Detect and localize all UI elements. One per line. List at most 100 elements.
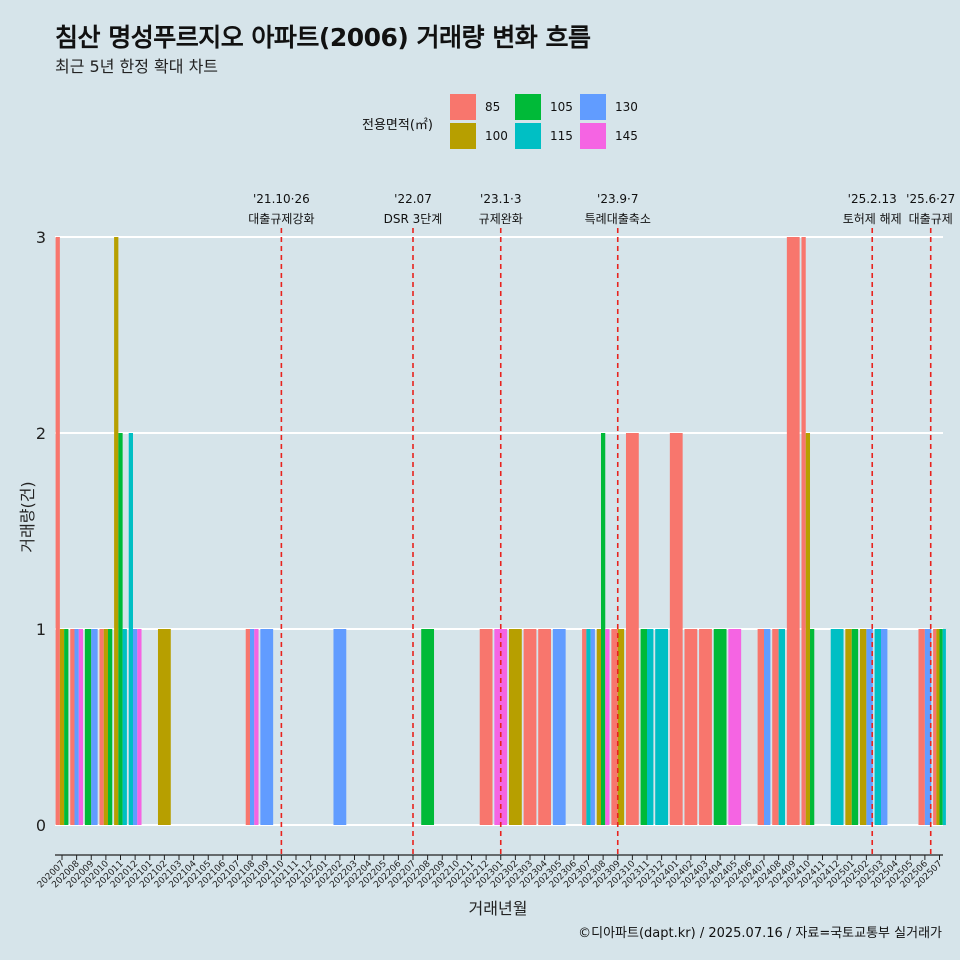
- source-caption: ©디아파트(dapt.kr) / 2025.07.16 / 자료=국토교통부 실…: [578, 926, 942, 941]
- event-name-label: 토허제 해제: [843, 212, 902, 226]
- bar-85-202309: [611, 629, 618, 825]
- bar-85-202303: [523, 629, 537, 825]
- y-tick-label: 3: [36, 228, 46, 247]
- bar-130-202009: [91, 629, 98, 825]
- bar-145-202012: [137, 629, 142, 825]
- legend-swatch: [450, 123, 476, 149]
- y-axis-title: 거래량(건): [18, 481, 37, 552]
- bar-100-202507: [936, 629, 940, 825]
- bar-85-202403: [699, 629, 712, 825]
- bar-115-202307: [586, 629, 591, 825]
- chart-title: 침산 명성푸르지오 아파트(2006) 거래량 변화 흐름: [55, 23, 591, 52]
- event-date-label: '25.6·27: [906, 192, 955, 206]
- bar-130-202109: [260, 629, 274, 825]
- legend-swatch: [515, 123, 541, 149]
- event-name-label: DSR 3단계: [384, 212, 443, 226]
- bar-85-202108: [245, 629, 250, 825]
- bar-105-202007: [64, 629, 69, 825]
- bar-130-202307: [590, 629, 595, 825]
- bar-130-202407: [764, 629, 771, 825]
- legend-swatch: [580, 94, 606, 120]
- bar-85-202506: [918, 629, 925, 825]
- bar-100-202302: [508, 629, 522, 825]
- y-tick-label: 2: [36, 424, 46, 443]
- bar-115-202312: [655, 629, 669, 825]
- bar-85-202407: [757, 629, 764, 825]
- legend-label: 85: [485, 100, 501, 114]
- bar-100-202502: [859, 629, 867, 825]
- bar-115-202011: [122, 629, 127, 825]
- event-date-label: '23.9·7: [597, 192, 638, 206]
- bar-105-202011: [118, 433, 123, 825]
- bar-130-202502: [866, 629, 873, 825]
- chart-subtitle: 최근 5년 한정 확대 차트: [55, 57, 219, 76]
- legend-label: 115: [550, 129, 573, 143]
- bar-100-202410: [805, 433, 811, 825]
- bar-115-202311: [647, 629, 654, 825]
- bar-100-202010: [103, 629, 109, 825]
- bar-100-202309: [617, 629, 625, 825]
- bar-115-202012: [128, 433, 133, 825]
- legend-swatch: [515, 94, 541, 120]
- bar-85-202212: [479, 629, 493, 825]
- bar-85-202402: [684, 629, 698, 825]
- bar-85-202007: [55, 237, 60, 825]
- bar-130-202012: [132, 629, 138, 825]
- bar-105-202501: [851, 629, 859, 825]
- legend-title: 전용면적(㎡): [362, 118, 433, 133]
- x-axis-title: 거래년월: [469, 899, 528, 918]
- event-name-label: 특례대출축소: [585, 212, 651, 226]
- legend-swatch: [580, 123, 606, 149]
- bar-85-202010: [99, 629, 104, 825]
- legend-item-85: 85: [450, 94, 510, 122]
- bar-85-202008: [70, 629, 75, 825]
- bar-100-202308: [596, 629, 601, 825]
- event-date-label: '22.07: [394, 192, 432, 206]
- bar-145-202108: [254, 629, 259, 825]
- bar-85-202408: [772, 629, 779, 825]
- legend-swatch: [450, 94, 476, 120]
- bar-145-202308: [605, 629, 610, 825]
- bar-105-202308: [600, 433, 606, 825]
- event-date-label: '21.10·26: [253, 192, 310, 206]
- bar-130-202305: [552, 629, 566, 825]
- bar-85-202401: [669, 433, 683, 825]
- event-name-label: 규제완화: [479, 212, 523, 226]
- bar-100-202102: [157, 629, 171, 825]
- bar-85-202410: [801, 237, 806, 825]
- bar-115-202408: [778, 629, 786, 825]
- event-date-label: '23.1·3: [480, 192, 521, 206]
- legend-item-145: 145: [580, 123, 640, 151]
- bar-105-202010: [108, 629, 113, 825]
- bar-85-202307: [582, 629, 587, 825]
- y-tick-label: 0: [36, 816, 46, 835]
- bar-130-202202: [333, 629, 347, 825]
- bar-130-202506: [924, 629, 932, 825]
- bar-85-202310: [625, 433, 639, 825]
- bar-105-202208: [421, 629, 435, 825]
- bar-100-202501: [845, 629, 852, 825]
- bar-100-202007: [59, 629, 65, 825]
- bar-100-202011: [114, 237, 119, 825]
- bar-115-202507: [942, 629, 946, 825]
- bar-130-202108: [249, 629, 255, 825]
- bar-115-202412: [830, 629, 844, 825]
- legend-item-115: 115: [515, 123, 575, 151]
- legend-item-130: 130: [580, 94, 640, 122]
- bar-85-202409: [786, 237, 800, 825]
- y-tick-label: 1: [36, 620, 46, 639]
- bar-130-202503: [881, 629, 888, 825]
- event-date-label: '25.2.13: [848, 192, 897, 206]
- bar-105-202404: [713, 629, 727, 825]
- bar-105-202311: [640, 629, 647, 825]
- event-name-label: 대출규제강화: [248, 212, 314, 226]
- event-name-label: 대출규제: [909, 212, 953, 226]
- bar-145-202008: [78, 629, 84, 825]
- bar-105-202009: [84, 629, 92, 825]
- bar-85-202507: [933, 629, 937, 825]
- legend-label: 105: [550, 100, 573, 114]
- bar-115-202503: [874, 629, 881, 825]
- legend-item-105: 105: [515, 94, 575, 122]
- legend-item-100: 100: [450, 123, 510, 151]
